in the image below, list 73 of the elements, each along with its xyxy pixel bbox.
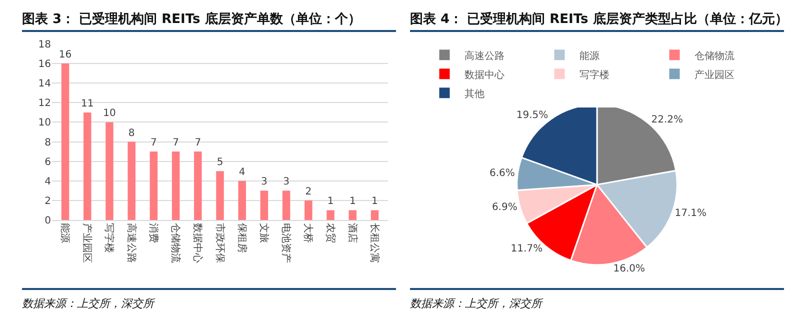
legend-label: 仓储物流	[694, 50, 734, 62]
legend-label: 写字楼	[580, 68, 610, 81]
data-label: 19.5%	[516, 110, 548, 121]
data-label: 6.6%	[489, 168, 515, 180]
data-label: 7	[172, 138, 179, 149]
y-tick-label: 4	[44, 176, 51, 188]
bar	[194, 152, 202, 220]
data-label: 11	[81, 98, 94, 110]
x-tick-label: 消费	[147, 223, 160, 243]
y-tick-label: 0	[44, 216, 51, 226]
x-tick-label: 长租公寓	[368, 223, 380, 263]
chart-title: 图表 3： 已受理机构间 REITs 底层资产单数（单位：个）	[22, 0, 396, 32]
bar	[84, 112, 92, 220]
data-label: 3	[261, 176, 268, 188]
data-label: 22.2%	[651, 114, 684, 126]
data-label: 1	[349, 196, 356, 208]
x-tick-label: 酒店	[346, 223, 358, 243]
x-tick-label: 农贸	[324, 223, 336, 243]
y-tick-label: 14	[38, 78, 51, 90]
data-label: 10	[103, 108, 116, 120]
data-label: 3	[283, 176, 290, 188]
x-tick-label: 能源	[59, 223, 72, 243]
bar	[304, 200, 312, 220]
bar	[370, 210, 379, 220]
legend-label: 数据中心	[464, 68, 504, 81]
legend-label: 其他	[464, 88, 484, 100]
x-tick-label: 写字楼	[103, 223, 116, 253]
bar	[106, 122, 114, 220]
x-tick-label: 仓储物流	[170, 223, 182, 263]
bar	[172, 152, 180, 220]
data-label: 1	[372, 196, 378, 208]
bar	[326, 210, 334, 220]
data-label: 4	[238, 166, 246, 178]
data-label: 2	[305, 186, 312, 198]
x-tick-label: 产业园区	[81, 223, 94, 263]
data-label: 7	[194, 138, 202, 149]
x-tick-label: 市政环保	[214, 223, 226, 263]
legend-label: 高速公路	[464, 50, 504, 62]
data-label: 7	[150, 138, 157, 149]
source-note: 数据来源：上交所，深交所	[410, 288, 784, 311]
data-label: 16	[58, 50, 72, 61]
x-tick-label: 大桥	[302, 223, 314, 243]
bar	[216, 171, 224, 220]
legend-label: 产业园区	[694, 68, 734, 81]
data-label: 6.9%	[492, 202, 518, 214]
data-label: 8	[128, 128, 135, 139]
y-tick-label: 12	[38, 98, 51, 110]
x-tick-label: 保租房	[236, 223, 248, 253]
data-label: 1	[327, 196, 334, 208]
chart-title: 图表 4： 已受理机构间 REITs 底层资产类型占比（单位：亿元）	[410, 10, 788, 29]
bar	[260, 190, 268, 220]
bar	[348, 210, 356, 220]
x-tick-label: 电池资产	[280, 223, 292, 263]
y-tick-label: 2	[44, 196, 51, 207]
data-label: 5	[216, 157, 224, 168]
data-label: 17.1%	[674, 208, 707, 220]
bar	[128, 142, 136, 220]
bar	[238, 180, 246, 220]
y-tick-label: 8	[44, 137, 51, 148]
x-tick-label: 数据中心	[192, 223, 204, 263]
bar	[61, 64, 70, 220]
y-tick-label: 6	[44, 156, 51, 168]
y-tick-label: 16	[38, 59, 51, 70]
data-label: 11.7%	[510, 244, 543, 255]
y-tick-label: 10	[38, 118, 51, 129]
bar	[150, 152, 158, 220]
x-tick-label: 文旅	[258, 223, 270, 243]
legend-label: 能源	[580, 50, 600, 62]
x-tick-label: 高速公路	[125, 223, 138, 263]
data-label: 16.0%	[613, 264, 646, 275]
source-note: 数据来源：上交所，深交所	[22, 288, 396, 311]
y-tick-label: 18	[38, 40, 51, 50]
bar	[282, 190, 290, 220]
